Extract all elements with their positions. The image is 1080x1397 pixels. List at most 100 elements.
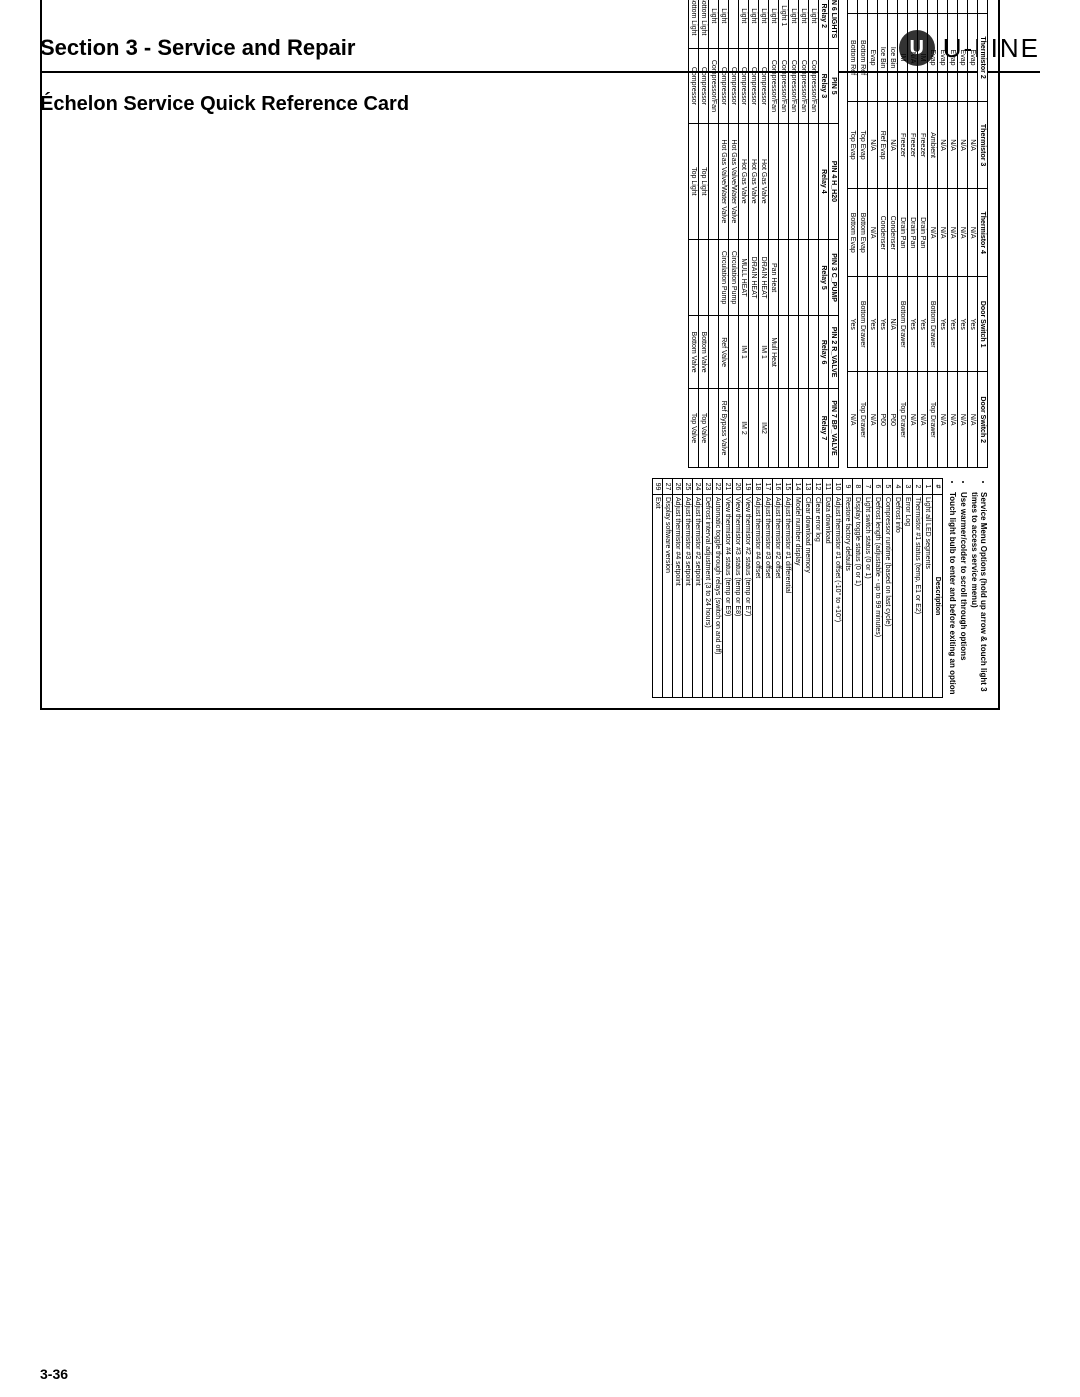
table-row: 2115R71/73LightCompressor/Fan xyxy=(799,0,809,468)
cell: MULL HEAT xyxy=(739,239,749,315)
cell: Top Light xyxy=(689,123,699,239)
cell: Bottom Evap xyxy=(858,189,868,277)
cell: Compressor/Fan xyxy=(769,49,779,124)
col-header: Relay 7 xyxy=(819,389,829,468)
cell: View thermistor #3 status (temp or E8) xyxy=(733,494,743,697)
cell: Mull Heat xyxy=(769,316,779,389)
cell xyxy=(749,389,759,468)
cell: Compressor xyxy=(689,49,699,124)
thermistor-table: ModelThermistor 1Thermistor 2Thermistor … xyxy=(847,0,988,468)
table-row: 21View thermistor #4 status (temp or E9) xyxy=(723,479,733,698)
cell: Ref xyxy=(968,0,978,14)
cell: 14 xyxy=(793,479,803,495)
cell: IM 1 xyxy=(739,316,749,389)
cell: Adjust thermistor #2 offset xyxy=(773,494,783,697)
cell: N/A xyxy=(968,372,978,468)
cell: 13 xyxy=(803,479,813,495)
cell: Display software version xyxy=(663,494,673,697)
cell: Light xyxy=(769,0,779,49)
cell: Ref xyxy=(938,0,948,14)
cell: Compressor runtime (based on last cycle) xyxy=(883,494,893,697)
cell: Automatic toggle through relays (switch … xyxy=(713,494,723,697)
col-header: Door Switch 1 xyxy=(978,276,988,371)
table-row: CO2175FRefIMFreezerDrain PanYesN/A xyxy=(918,0,928,468)
table-row: 13Clear download memory xyxy=(803,479,813,698)
cell: Light xyxy=(749,0,759,49)
col-header: Relay 3 xyxy=(819,49,829,124)
cell: Hot Gas Valve xyxy=(749,123,759,239)
cell: N/A xyxy=(958,372,968,468)
table-row: 27Display software version xyxy=(663,479,673,698)
cell xyxy=(699,239,709,315)
cell: 22 xyxy=(713,479,723,495)
cell: Data download xyxy=(823,494,833,697)
cell: Light xyxy=(759,0,769,49)
table-row: CO2175DWR66/80Cond Fan E FANLightCompres… xyxy=(749,0,759,468)
cell: N/A xyxy=(868,372,878,468)
cell: Hot Gas Valve xyxy=(739,123,749,239)
cell: Light xyxy=(809,0,819,49)
table-row: 14Model number display xyxy=(793,479,803,698)
cell xyxy=(779,239,789,315)
cell: Adjust thermistor #1 differential xyxy=(783,494,793,697)
cell: N/A xyxy=(928,189,938,277)
table-row: 7Light switch status (0 or 1) xyxy=(863,479,873,698)
table-row: 6Defrost length (adjustable - up to 99 m… xyxy=(873,479,883,698)
cell: Compressor xyxy=(749,49,759,124)
table-row: 2175WCRefEvapN/AN/AYesN/A xyxy=(938,0,948,468)
cell: Compressor/Fan xyxy=(799,49,809,124)
cell: N/A xyxy=(908,372,918,468)
cell: Ref xyxy=(948,0,958,14)
cell: Bottom Light xyxy=(689,0,699,49)
cell: Adjust thermistor #4 setpoint xyxy=(673,494,683,697)
cell: Light xyxy=(709,0,719,49)
table-row: 12Clear error log xyxy=(813,479,823,698)
cell: Defrost info xyxy=(893,494,903,697)
cell: 7 xyxy=(863,479,873,495)
cell: Ice Bin xyxy=(888,14,898,102)
cell xyxy=(809,389,819,468)
cell: IM2 xyxy=(759,389,769,468)
cell: Circulation Pump xyxy=(719,239,729,315)
cell: Yes xyxy=(848,276,858,371)
cell: 17 xyxy=(763,479,773,495)
cell: N/A xyxy=(948,372,958,468)
cell: Clear error log xyxy=(813,494,823,697)
cell xyxy=(799,316,809,389)
cell: Compressor xyxy=(739,49,749,124)
col-header: PIN 4 H_H20 xyxy=(829,123,839,239)
table-row: CO2175F64/78LightCompressor/FanPan HeatM… xyxy=(769,0,779,468)
cell: Ambient xyxy=(928,101,938,189)
table-row: 3Error Log xyxy=(903,479,913,698)
cell: 15 xyxy=(783,479,793,495)
cell: Ref xyxy=(918,0,928,14)
table-row: 18Adjust thermistor #4 offset xyxy=(753,479,763,698)
col-header: Relay 6 xyxy=(819,316,829,389)
cell: Compressor xyxy=(719,49,729,124)
cell: Compressor xyxy=(759,49,769,124)
cell xyxy=(769,123,779,239)
cell: Top Evap xyxy=(848,101,858,189)
table-row: 2115WCRefEvapN/AN/AYesN/A xyxy=(948,0,958,468)
cell: Light xyxy=(789,0,799,49)
cell: DRAIN HEAT xyxy=(759,239,769,315)
cell: Error Log xyxy=(903,494,913,697)
cell: IM xyxy=(898,14,908,102)
cell: Adjust thermistor #3 offset xyxy=(763,494,773,697)
col-header: PIN 6 LIGHTS xyxy=(829,0,839,49)
cell xyxy=(789,389,799,468)
cell xyxy=(799,239,809,315)
table-row: 2175RRefEvapN/AN/AYesN/A xyxy=(968,0,978,468)
col-header: Thermistor 1 xyxy=(978,0,988,14)
cell xyxy=(709,316,719,389)
col-header: Door Switch 2 xyxy=(978,372,988,468)
cell: Light xyxy=(799,0,809,49)
cell: 4 xyxy=(893,479,903,495)
cell: Bottom Drawer xyxy=(898,276,908,371)
cell: Light switch status (0 or 1) xyxy=(863,494,873,697)
cell: Adjust thermistor #1 offset (-10° to +10… xyxy=(833,494,843,697)
table-row: 4Defrost info xyxy=(893,479,903,698)
cell: Exit xyxy=(653,494,663,697)
svc-col-desc: Description xyxy=(933,494,943,697)
cell: Evap xyxy=(948,14,958,102)
